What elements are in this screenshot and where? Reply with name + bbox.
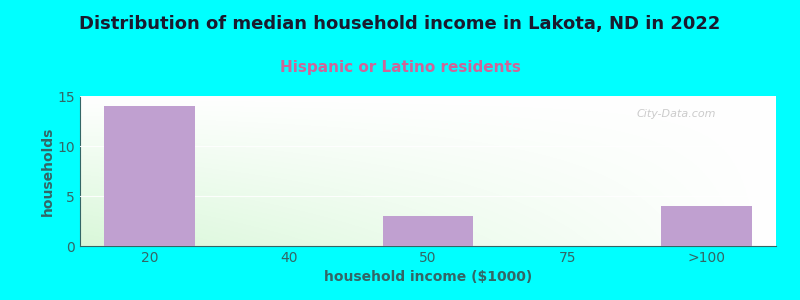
Text: City-Data.com: City-Data.com — [637, 109, 716, 119]
Bar — [661, 206, 752, 246]
X-axis label: household income ($1000): household income ($1000) — [324, 270, 532, 284]
Bar — [104, 106, 195, 246]
Y-axis label: households: households — [41, 126, 54, 216]
Text: Hispanic or Latino residents: Hispanic or Latino residents — [279, 60, 521, 75]
Bar — [382, 216, 474, 246]
Text: Distribution of median household income in Lakota, ND in 2022: Distribution of median household income … — [79, 15, 721, 33]
